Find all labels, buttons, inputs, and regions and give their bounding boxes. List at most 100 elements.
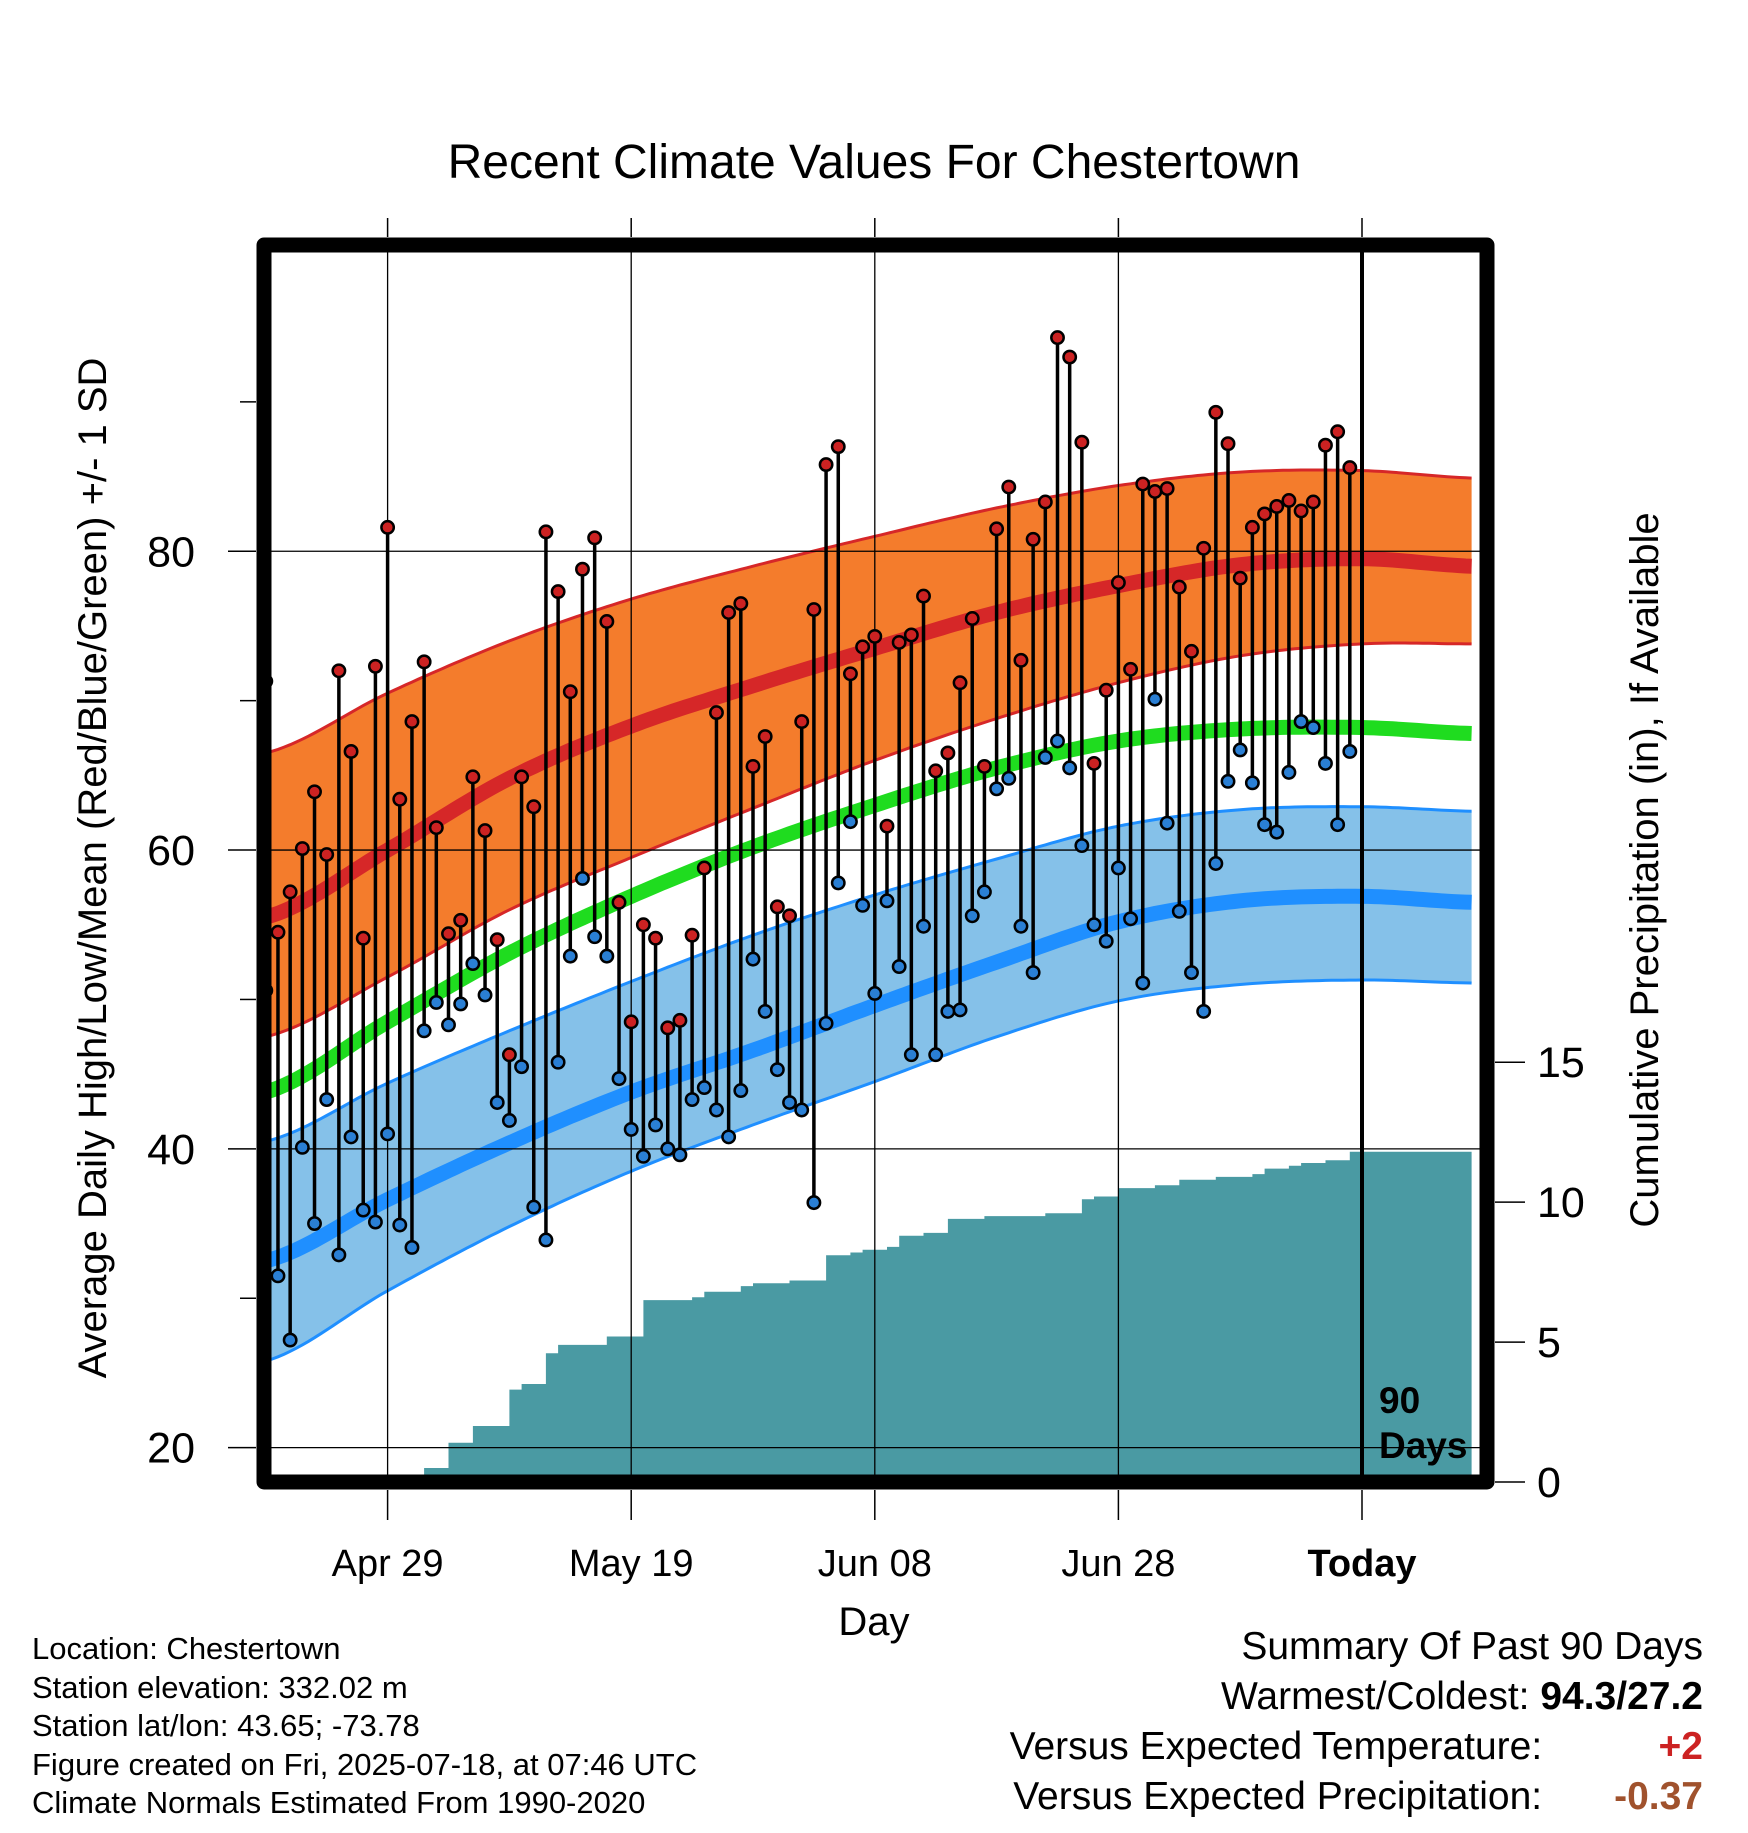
daily-high-point-64 bbox=[1037, 494, 1053, 510]
x-axis: Apr 29 May 19 Jun 08 Jun 28 Today bbox=[332, 218, 1417, 1585]
y2-tick-label-5: 5 bbox=[1537, 1319, 1561, 1367]
daily-high-point-22 bbox=[526, 799, 542, 815]
daily-low-point-36 bbox=[696, 1080, 712, 1096]
daily-high-point-61 bbox=[1001, 479, 1017, 495]
daily-low-point-18 bbox=[477, 987, 493, 1003]
daily-low-point-30 bbox=[623, 1121, 639, 1137]
daily-high-point-21 bbox=[514, 769, 530, 785]
low-sd-upper-edge bbox=[265, 805, 1472, 1143]
daily-low-point-13 bbox=[416, 1023, 432, 1039]
daily-low-point-89 bbox=[1342, 744, 1358, 759]
daily-high-point-54 bbox=[916, 588, 931, 604]
daily-high-point-38 bbox=[721, 605, 737, 620]
daily-high-point-18 bbox=[477, 823, 493, 839]
y-axis-label: Average Daily High/Low/Mean (Red/Blue/Gr… bbox=[71, 358, 115, 1379]
daily-low-point-7 bbox=[343, 1129, 359, 1145]
daily-high-point-53 bbox=[903, 627, 919, 643]
daily-high-point-35 bbox=[684, 927, 700, 943]
daily-high-point-7 bbox=[343, 744, 359, 759]
x-tick-label-4: Today bbox=[1307, 1543, 1416, 1585]
daily-high-point-74 bbox=[1159, 481, 1175, 496]
daily-low-point-58 bbox=[964, 908, 980, 924]
daily-low-point-25 bbox=[562, 948, 578, 964]
daily-high-point-69 bbox=[1098, 682, 1114, 698]
y-axis: 20 40 60 80 bbox=[147, 401, 256, 1473]
daily-low-point-24 bbox=[550, 1054, 566, 1070]
daily-high-point-55 bbox=[928, 763, 944, 779]
daily-low-point-1 bbox=[270, 1268, 286, 1284]
figure-created: Figure created on Fri, 2025-07-18, at 07… bbox=[32, 1746, 698, 1782]
daily-low-point-83 bbox=[1269, 824, 1285, 840]
daily-high-point-45 bbox=[806, 602, 822, 617]
daily-low-point-66 bbox=[1062, 760, 1078, 776]
daily-high-point-72 bbox=[1135, 476, 1151, 492]
daily-low-point-2 bbox=[282, 1332, 298, 1348]
daily-high-point-43 bbox=[782, 908, 797, 924]
daily-low-point-56 bbox=[940, 1003, 956, 1019]
daily-low-point-72 bbox=[1135, 975, 1151, 991]
daily-high-point-31 bbox=[635, 917, 651, 933]
station-location: Location: Chestertown bbox=[32, 1631, 341, 1666]
daily-low-point-29 bbox=[611, 1071, 627, 1087]
daily-low-point-85 bbox=[1293, 714, 1309, 730]
daily-high-point-17 bbox=[465, 769, 481, 785]
daily-high-point-63 bbox=[1025, 531, 1041, 547]
daily-low-point-53 bbox=[903, 1047, 919, 1063]
daily-high-point-1 bbox=[270, 924, 286, 940]
daily-low-point-10 bbox=[380, 1126, 396, 1142]
daily-high-point-44 bbox=[794, 714, 810, 730]
y-tick-label-40: 40 bbox=[147, 1126, 195, 1174]
daily-low-point-48 bbox=[842, 814, 858, 830]
y-tick-label-80: 80 bbox=[147, 528, 195, 576]
daily-high-point-3 bbox=[294, 841, 310, 857]
today-marker-label-line1: 90 bbox=[1379, 1380, 1420, 1421]
temp-departure-value: +2 bbox=[1658, 1725, 1703, 1768]
daily-low-point-16 bbox=[453, 996, 469, 1012]
high-sd-band bbox=[265, 470, 1472, 1037]
daily-high-point-49 bbox=[855, 639, 871, 655]
daily-low-point-80 bbox=[1232, 742, 1248, 758]
daily-high-point-88 bbox=[1330, 424, 1346, 440]
daily-high-point-67 bbox=[1074, 434, 1090, 450]
daily-high-point-57 bbox=[952, 675, 968, 691]
daily-high-point-12 bbox=[404, 714, 420, 730]
daily-low-point-22 bbox=[526, 1199, 542, 1215]
precip-departure-value: -0.37 bbox=[1614, 1775, 1703, 1818]
daily-low-point-59 bbox=[976, 884, 992, 900]
daily-low-point-79 bbox=[1220, 773, 1236, 789]
daily-high-point-26 bbox=[575, 561, 590, 577]
daily-high-point-58 bbox=[964, 611, 980, 626]
daily-low-point-31 bbox=[635, 1148, 651, 1164]
y2-axis-label: Cumulative Precipitation (in), If Availa… bbox=[1623, 512, 1667, 1227]
daily-low-point-23 bbox=[538, 1232, 554, 1248]
y-tick-label-20: 20 bbox=[147, 1425, 195, 1473]
daily-high-point-48 bbox=[842, 666, 858, 682]
daily-high-point-51 bbox=[879, 818, 895, 834]
daily-low-point-19 bbox=[489, 1095, 505, 1110]
daily-low-point-76 bbox=[1184, 965, 1199, 981]
daily-high-point-86 bbox=[1305, 494, 1321, 510]
daily-low-point-11 bbox=[392, 1217, 408, 1233]
daily-low-point-62 bbox=[1013, 918, 1029, 934]
daily-low-point-12 bbox=[404, 1239, 420, 1255]
daily-high-point-77 bbox=[1196, 540, 1212, 556]
daily-low-point-55 bbox=[928, 1047, 944, 1063]
today-marker-label-line2: Days bbox=[1379, 1425, 1467, 1466]
daily-low-point-51 bbox=[879, 893, 895, 909]
daily-low-point-35 bbox=[684, 1092, 700, 1107]
daily-high-point-52 bbox=[891, 634, 907, 650]
daily-low-point-63 bbox=[1025, 965, 1041, 981]
daily-low-point-68 bbox=[1086, 917, 1102, 933]
daily-low-point-71 bbox=[1123, 911, 1139, 927]
x-tick-label-3: Jun 28 bbox=[1061, 1543, 1175, 1585]
summary-temp: Versus Expected Temperature: +2 bbox=[1010, 1722, 1703, 1772]
daily-low-point-49 bbox=[855, 897, 871, 913]
daily-high-point-50 bbox=[867, 628, 883, 644]
daily-high-point-78 bbox=[1208, 404, 1224, 420]
daily-high-point-41 bbox=[757, 729, 773, 744]
daily-high-point-84 bbox=[1281, 493, 1297, 508]
daily-low-point-17 bbox=[465, 956, 481, 972]
daily-high-point-8 bbox=[355, 930, 371, 946]
daily-high-point-68 bbox=[1086, 755, 1102, 771]
